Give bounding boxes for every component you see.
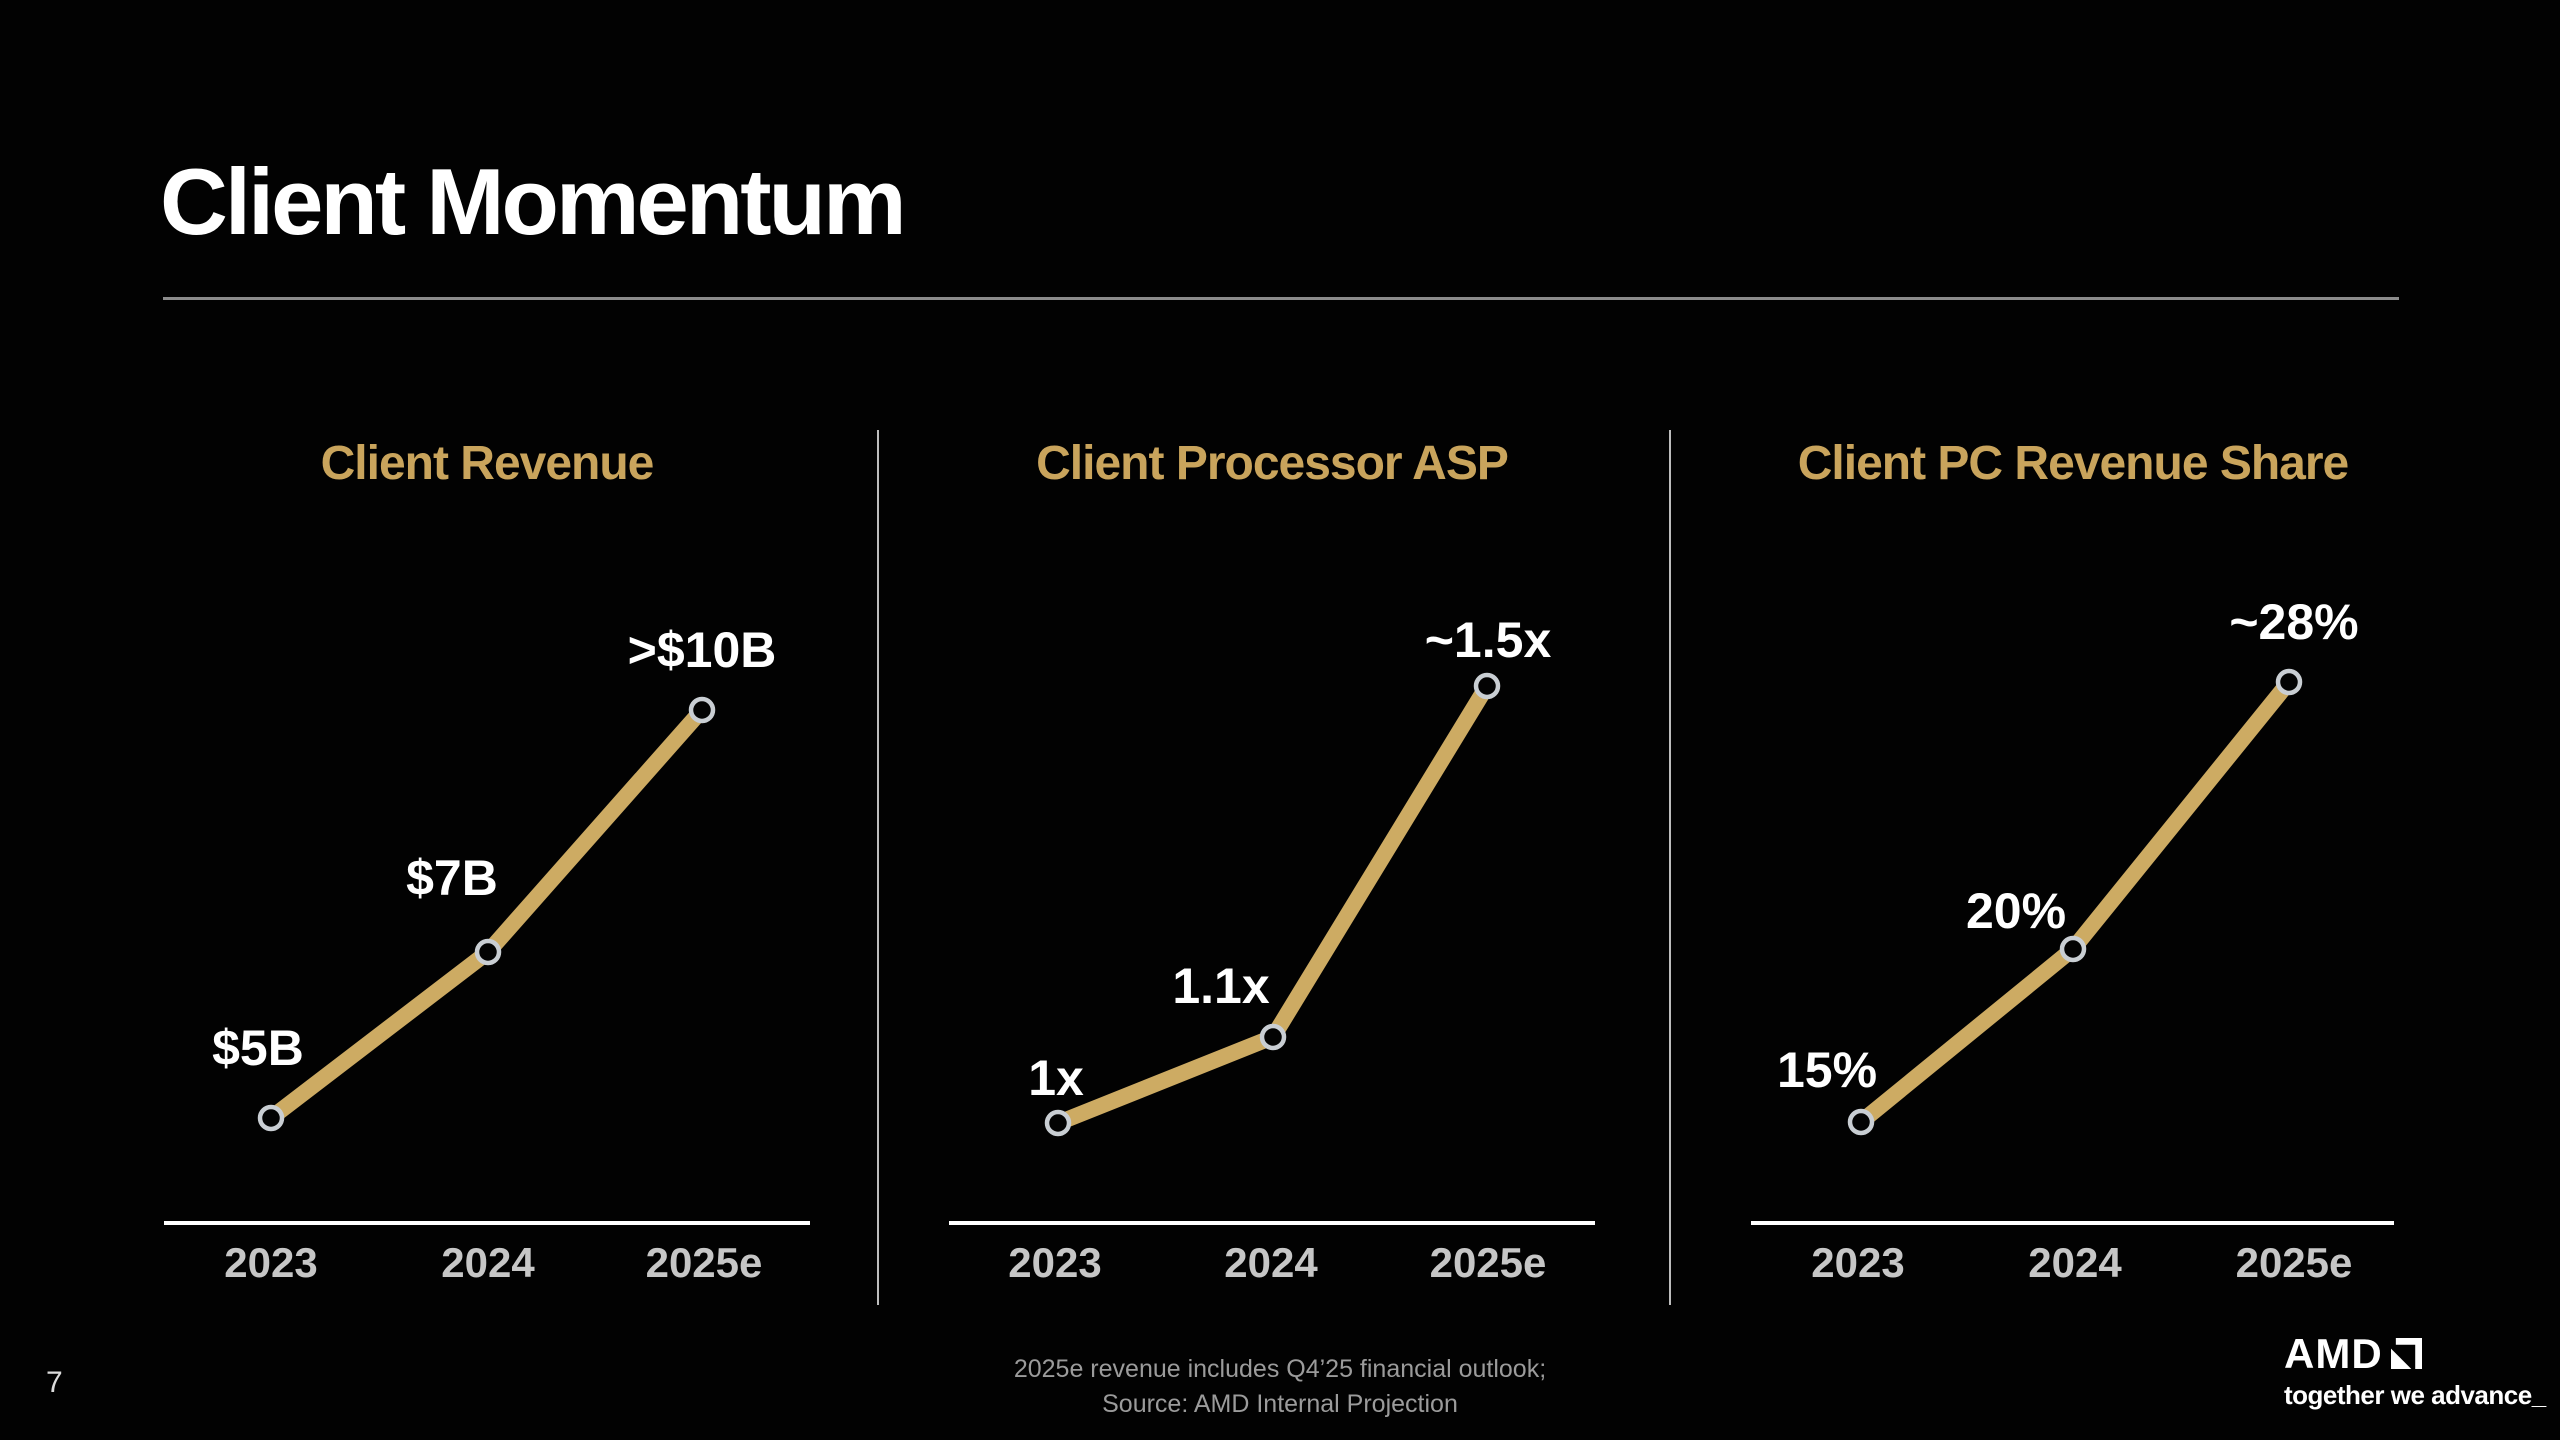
x-axis-tick-label: 2024 xyxy=(441,1239,535,1286)
x-axis-tick-label: 2023 xyxy=(1811,1239,1904,1286)
x-axis-tick-label: 2023 xyxy=(224,1239,317,1286)
data-point-marker xyxy=(2059,935,2087,963)
x-axis-tick-label: 2025e xyxy=(2236,1239,2353,1286)
amd-logo-block: AMD together we advance_ xyxy=(2284,1330,2546,1411)
data-point-marker xyxy=(474,938,502,966)
footnote: 2025e revenue includes Q4’25 financial o… xyxy=(0,1352,2560,1422)
footnote-line-2: Source: AMD Internal Projection xyxy=(1102,1390,1458,1418)
page-title: Client Momentum xyxy=(160,149,907,254)
x-axis-tick-label: 2024 xyxy=(2028,1239,2122,1286)
data-point-marker xyxy=(1259,1023,1287,1051)
x-axis-tick-label: 2024 xyxy=(1224,1239,1318,1286)
column-divider xyxy=(877,430,879,1305)
data-point-label: >$10B xyxy=(628,622,777,678)
trend-line xyxy=(266,704,708,1125)
chart-client-pc-revenue-share: 15% 20% ~28% 2023 2024 2025e xyxy=(1751,594,2394,1286)
chart-client-revenue: $5B $7B >$10B 2023 2024 2025e xyxy=(164,622,810,1286)
trend-line xyxy=(1055,681,1494,1131)
column-divider xyxy=(1669,430,1671,1305)
data-point-label: 1x xyxy=(1028,1050,1084,1106)
x-axis-tick-label: 2025e xyxy=(1430,1239,1547,1286)
data-point-marker xyxy=(688,696,716,724)
chart-title-client-pc-revenue-share: Client PC Revenue Share xyxy=(1797,437,2350,490)
trend-line xyxy=(1855,676,2296,1129)
title-divider xyxy=(163,297,2399,300)
amd-logo: AMD xyxy=(2284,1330,2544,1377)
data-point-marker xyxy=(1847,1108,1875,1136)
x-axis-tick-label: 2023 xyxy=(1008,1239,1101,1286)
x-axis-tick-label: 2025e xyxy=(646,1239,763,1286)
data-point-label: 20% xyxy=(1966,883,2066,939)
data-point-label: $7B xyxy=(406,850,498,906)
chart-title-client-processor-asp: Client Processor ASP xyxy=(1036,437,1509,490)
data-point-marker xyxy=(2275,668,2303,696)
footnote-line-1: 2025e revenue includes Q4’25 financial o… xyxy=(1013,1355,1547,1383)
chart-title-client-revenue: Client Revenue xyxy=(320,437,655,490)
page-number: 7 xyxy=(46,1366,63,1399)
data-point-marker xyxy=(257,1104,285,1132)
data-point-marker xyxy=(1044,1109,1072,1137)
data-point-marker xyxy=(1473,672,1501,700)
data-point-label: 15% xyxy=(1777,1042,1877,1098)
data-point-label: ~28% xyxy=(2229,594,2358,650)
data-point-label: ~1.5x xyxy=(1425,612,1552,668)
amd-arrow-icon xyxy=(2390,1338,2422,1369)
data-point-label: 1.1x xyxy=(1172,958,1270,1014)
chart-client-processor-asp: 1x 1.1x ~1.5x 2023 2024 2025e xyxy=(949,612,1595,1286)
amd-wordmark: AMD xyxy=(2284,1330,2383,1377)
amd-tagline: together we advance_ xyxy=(2284,1380,2546,1410)
data-point-label: $5B xyxy=(212,1020,304,1076)
